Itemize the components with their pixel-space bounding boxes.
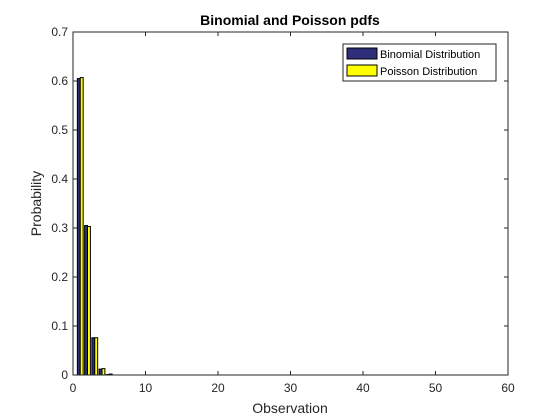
x-axis-ticks: 0 10 20 30 40 50 60 [70, 32, 515, 395]
y-tick-label: 0.1 [51, 319, 68, 333]
y-tick-label: 0.3 [51, 221, 68, 235]
x-tick-label: 60 [501, 381, 515, 395]
y-tick-label: 0 [61, 368, 68, 382]
legend-label-poisson: Poisson Distribution [380, 66, 477, 78]
y-axis-label: Probability [28, 171, 44, 236]
bar-poisson-2 [87, 226, 91, 376]
y-tick-label: 0.7 [51, 25, 68, 39]
x-tick-label: 30 [284, 381, 298, 395]
legend-swatch-binomial [346, 47, 378, 60]
y-tick-label: 0.6 [51, 74, 68, 88]
x-tick-label: 20 [211, 381, 225, 395]
y-axis-ticks: 0 0.1 0.2 0.3 0.4 0.5 0.6 0.7 [51, 25, 508, 382]
y-tick-label: 0.5 [51, 123, 68, 137]
x-tick-label: 0 [70, 381, 77, 395]
y-tick-label: 0.4 [51, 172, 68, 186]
plot-area [73, 32, 508, 375]
chart-title: Binomial and Poisson pdfs [200, 12, 380, 28]
legend-swatch-poisson [346, 64, 378, 77]
bar-poisson-1 [79, 77, 84, 376]
x-tick-label: 40 [356, 381, 370, 395]
x-axis-label: Observation [252, 400, 327, 416]
legend-label-binomial: Binomial Distribution [380, 49, 480, 61]
legend: Binomial Distribution Poisson Distributi… [342, 43, 497, 82]
bar-poisson-3 [94, 337, 99, 376]
x-tick-label: 10 [139, 381, 153, 395]
bar-poisson-4 [101, 368, 106, 376]
y-tick-label: 0.2 [51, 270, 68, 284]
x-tick-label: 50 [429, 381, 443, 395]
